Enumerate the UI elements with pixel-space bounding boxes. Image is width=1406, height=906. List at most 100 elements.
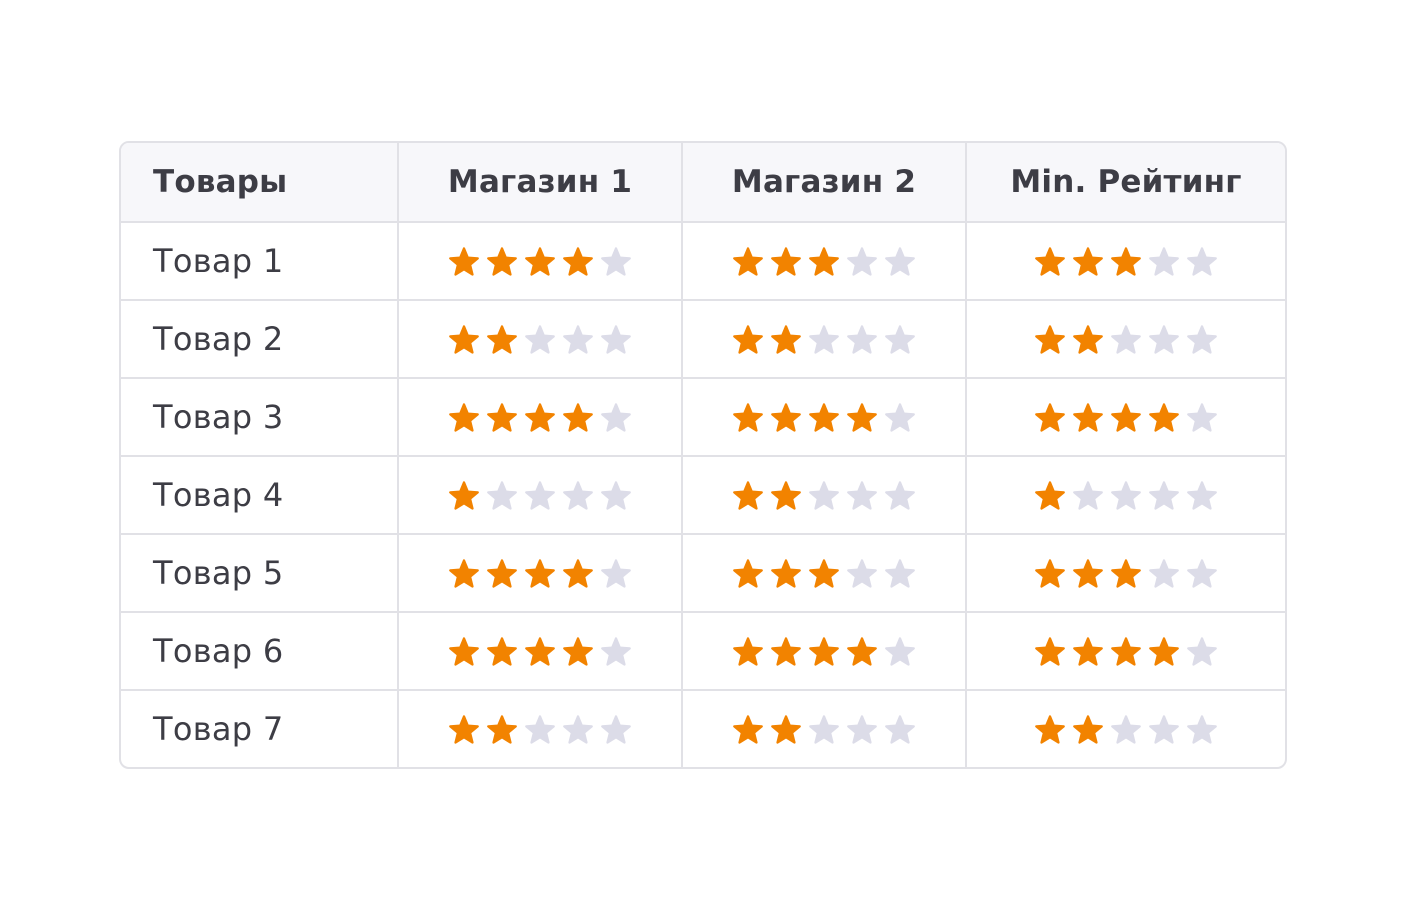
star-rating — [447, 713, 633, 746]
product-name: Товар 1 — [153, 242, 284, 280]
star-filled-icon — [1035, 714, 1065, 744]
star-filled-icon — [847, 636, 877, 666]
min-rating — [965, 613, 1285, 689]
star-filled-icon — [487, 558, 517, 588]
min-rating — [965, 457, 1285, 533]
star-empty-icon — [601, 558, 631, 588]
star-empty-icon — [809, 480, 839, 510]
star-empty-icon — [601, 480, 631, 510]
star-empty-icon — [1073, 480, 1103, 510]
star-filled-icon — [1149, 402, 1179, 432]
star-empty-icon — [1149, 324, 1179, 354]
store-1-rating — [397, 535, 681, 611]
header-min-rating: Min. Рейтинг — [965, 143, 1285, 221]
star-empty-icon — [601, 246, 631, 276]
star-empty-icon — [563, 480, 593, 510]
product-name: Товар 5 — [153, 554, 284, 592]
star-filled-icon — [449, 246, 479, 276]
star-empty-icon — [601, 324, 631, 354]
star-filled-icon — [809, 636, 839, 666]
star-filled-icon — [487, 402, 517, 432]
star-filled-icon — [1073, 402, 1103, 432]
star-empty-icon — [601, 636, 631, 666]
product-name: Товар 4 — [153, 476, 284, 514]
star-empty-icon — [885, 246, 915, 276]
star-filled-icon — [733, 714, 763, 744]
star-empty-icon — [525, 714, 555, 744]
star-empty-icon — [1149, 480, 1179, 510]
star-filled-icon — [449, 402, 479, 432]
star-empty-icon — [885, 480, 915, 510]
header-store-1: Магазин 1 — [397, 143, 681, 221]
star-filled-icon — [525, 636, 555, 666]
store-2-rating — [681, 535, 965, 611]
store-1-rating — [397, 691, 681, 767]
star-filled-icon — [1035, 636, 1065, 666]
star-filled-icon — [771, 324, 801, 354]
star-empty-icon — [1111, 324, 1141, 354]
table-row: Товар 4 — [121, 455, 1285, 533]
star-filled-icon — [1035, 324, 1065, 354]
star-filled-icon — [771, 558, 801, 588]
star-empty-icon — [1149, 558, 1179, 588]
star-rating — [731, 245, 917, 278]
star-filled-icon — [1073, 714, 1103, 744]
store-1-rating — [397, 223, 681, 299]
table-row: Товар 1 — [121, 221, 1285, 299]
star-rating — [1033, 323, 1219, 356]
product-name: Товар 2 — [153, 320, 284, 358]
star-rating — [447, 635, 633, 668]
star-filled-icon — [1073, 558, 1103, 588]
star-filled-icon — [771, 246, 801, 276]
store-2-rating — [681, 613, 965, 689]
star-rating — [1033, 401, 1219, 434]
star-filled-icon — [733, 324, 763, 354]
star-rating — [447, 479, 633, 512]
star-filled-icon — [525, 402, 555, 432]
star-filled-icon — [1111, 246, 1141, 276]
min-rating — [965, 535, 1285, 611]
star-filled-icon — [1149, 636, 1179, 666]
star-rating — [447, 401, 633, 434]
star-empty-icon — [525, 324, 555, 354]
star-filled-icon — [1111, 402, 1141, 432]
star-filled-icon — [771, 480, 801, 510]
star-empty-icon — [1111, 480, 1141, 510]
star-filled-icon — [487, 636, 517, 666]
star-filled-icon — [449, 558, 479, 588]
star-rating — [1033, 245, 1219, 278]
star-empty-icon — [847, 324, 877, 354]
star-filled-icon — [809, 402, 839, 432]
star-filled-icon — [771, 636, 801, 666]
star-empty-icon — [847, 558, 877, 588]
min-rating — [965, 223, 1285, 299]
star-filled-icon — [733, 636, 763, 666]
star-empty-icon — [885, 402, 915, 432]
star-rating — [731, 401, 917, 434]
star-rating — [1033, 557, 1219, 590]
star-empty-icon — [1187, 480, 1217, 510]
star-empty-icon — [563, 714, 593, 744]
table-header-row: Товары Магазин 1 Магазин 2 Min. Рейтинг — [121, 143, 1285, 221]
star-filled-icon — [525, 246, 555, 276]
star-filled-icon — [1035, 480, 1065, 510]
star-empty-icon — [885, 714, 915, 744]
star-rating — [1033, 713, 1219, 746]
star-empty-icon — [563, 324, 593, 354]
star-filled-icon — [809, 246, 839, 276]
star-filled-icon — [563, 246, 593, 276]
star-empty-icon — [1149, 246, 1179, 276]
min-rating — [965, 691, 1285, 767]
table-row: Товар 7 — [121, 689, 1285, 767]
star-empty-icon — [1187, 246, 1217, 276]
store-1-rating — [397, 379, 681, 455]
star-rating — [447, 245, 633, 278]
star-filled-icon — [1035, 246, 1065, 276]
star-filled-icon — [525, 558, 555, 588]
star-empty-icon — [885, 558, 915, 588]
store-2-rating — [681, 691, 965, 767]
star-filled-icon — [733, 480, 763, 510]
star-filled-icon — [449, 636, 479, 666]
star-empty-icon — [1187, 714, 1217, 744]
star-empty-icon — [525, 480, 555, 510]
